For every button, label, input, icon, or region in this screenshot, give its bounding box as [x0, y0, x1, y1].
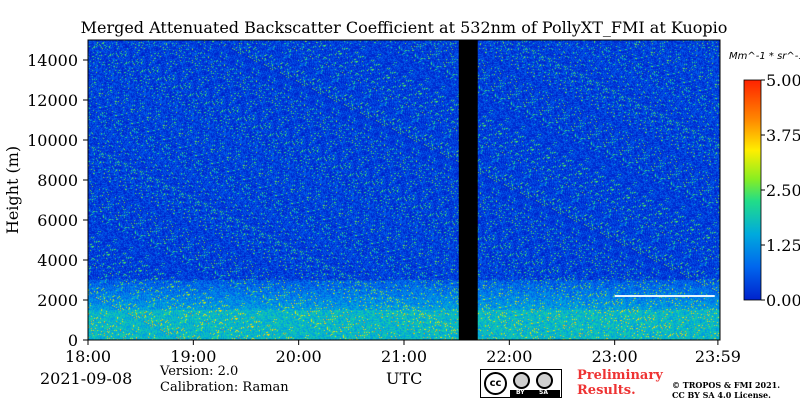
cloud-layer-mark: [614, 295, 715, 297]
colorbar-tick-label: 5.00: [766, 71, 800, 90]
x-tick-label: 21:00: [381, 347, 427, 366]
y-axis: 0 2000 4000 6000 8000 10000 12000 14000: [27, 51, 88, 350]
cc-by-label: BY: [516, 389, 525, 396]
cc-license-logo: cc BY SA: [480, 369, 562, 398]
heatmap-area: [88, 40, 720, 340]
x-tick-label: 23:59: [695, 347, 741, 366]
date-label: 2021-09-08: [40, 369, 133, 388]
calibration-label: Calibration: Raman: [160, 380, 289, 395]
results-label: Results.: [577, 383, 636, 398]
colorbar-tick-label: 2.50: [766, 181, 800, 200]
colorbar-ticks: 0.00 1.25 2.50 3.75 5.00: [761, 71, 800, 310]
x-axis-label: UTC: [386, 369, 423, 388]
x-tick-label: 22:00: [486, 347, 532, 366]
cc-license-bar: [510, 390, 560, 397]
sa-share-icon: [536, 372, 553, 389]
license-label: CC BY SA 4.0 License.: [672, 390, 771, 400]
preliminary-label: Preliminary: [577, 368, 663, 383]
x-tick-label: 18:00: [65, 347, 111, 366]
version-label: Version: 2.0: [160, 364, 239, 379]
colorbar-tick-label: 0.00: [766, 291, 800, 310]
data-gap-mark: [458, 40, 478, 340]
x-axis: 18:00 19:00 20:00 21:00 22:00 23:00 23:59: [65, 340, 741, 366]
y-tick-label: 2000: [37, 291, 78, 310]
x-tick-label: 20:00: [276, 347, 322, 366]
x-tick-label: 23:00: [592, 347, 638, 366]
y-tick-label: 14000: [27, 51, 78, 70]
colorbar-unit-label: Mm^-1 * sr^-1: [729, 51, 800, 62]
y-tick-label: 6000: [37, 211, 78, 230]
y-tick-label: 10000: [27, 131, 78, 150]
by-person-icon: [513, 372, 530, 389]
colorbar-tick-label: 3.75: [766, 126, 800, 145]
y-tick-label: 0: [68, 331, 78, 350]
y-tick-label: 4000: [37, 251, 78, 270]
colorbar: [743, 79, 762, 301]
chart-title: Merged Attenuated Backscatter Coefficien…: [81, 18, 728, 37]
y-axis-label: Height (m): [3, 146, 22, 234]
cc-sa-label: SA: [539, 389, 548, 396]
copyright-label: © TROPOS & FMI 2021.: [672, 380, 781, 390]
y-tick-label: 12000: [27, 91, 78, 110]
cc-icon: cc: [484, 372, 507, 395]
x-tick-label: 19:00: [170, 347, 216, 366]
data-gap: [458, 40, 478, 340]
colorbar-tick-label: 1.25: [766, 236, 800, 255]
y-tick-label: 8000: [37, 171, 78, 190]
